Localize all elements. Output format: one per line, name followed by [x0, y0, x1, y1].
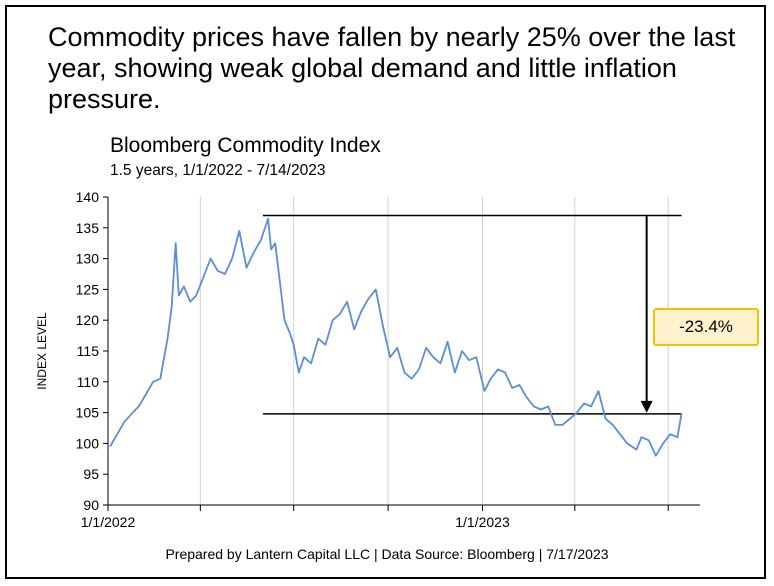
- y-tick-label: 115: [77, 343, 100, 359]
- y-axis-label: INDEX LEVEL: [35, 312, 49, 390]
- axis-layer: [103, 196, 700, 511]
- change-label: -23.4%: [679, 317, 733, 336]
- y-tick-label: 110: [77, 374, 100, 390]
- y-tick-label: 105: [76, 405, 100, 421]
- label-layer: 90 95 100 105 110 115 120 125 130 135 140 1/1/2022 1…: [35, 189, 510, 530]
- headline: Commodity prices have fallen by nearly 2…: [48, 22, 736, 114]
- chart-frame: [5, 5, 766, 579]
- series-line-bcom: [109, 217, 683, 457]
- annotation-layer: [262, 214, 682, 415]
- y-tick-label: 120: [76, 312, 100, 328]
- y-tick-label: 90: [83, 497, 99, 513]
- chart-subtitle: 1.5 years, 1/1/2022 - 7/14/2023: [110, 162, 326, 179]
- y-tick-label: 130: [76, 251, 100, 267]
- x-tick-label: 1/1/2022: [81, 514, 136, 530]
- chart-title: Bloomberg Commodity Index: [110, 134, 381, 157]
- y-tick-label: 125: [76, 281, 100, 297]
- grid-layer: [199, 197, 669, 505]
- source-footer: Prepared by Lantern Capital LLC | Data S…: [165, 546, 609, 562]
- series-layer: [109, 217, 683, 457]
- y-tick-label: 95: [83, 466, 99, 482]
- y-tick-label: 135: [76, 220, 100, 236]
- y-tick-label: 140: [76, 189, 100, 205]
- change-callout: -23.4%: [653, 308, 759, 346]
- y-tick-label: 100: [76, 435, 100, 451]
- change-arrow-head: [640, 400, 653, 413]
- x-tick-label: 1/1/2023: [455, 514, 510, 530]
